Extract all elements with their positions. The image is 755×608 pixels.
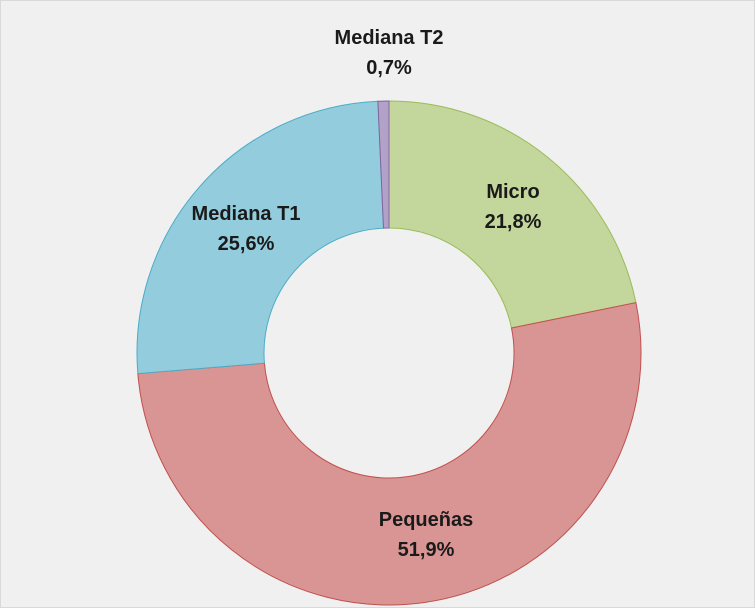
slice-label: Mediana T2 0,7% [334,23,444,83]
slice-label: Pequeñas 51,9% [371,505,481,565]
value-label: 51,9% [397,539,455,561]
slice-label: Micro 21,8% [463,177,563,237]
value-label: 0,7% [366,57,412,79]
category-label: Mediana T2 [334,27,444,49]
value-label: 25,6% [217,233,275,255]
donut-slice [377,100,390,229]
donut-slice [136,100,385,375]
donut-slice [388,100,637,329]
donut-slice [137,302,642,606]
value-label: 21,8% [484,211,542,233]
slice-label: Mediana T1 25,6% [191,199,301,259]
category-label: Mediana T1 [191,203,301,225]
category-label: Pequeñas [378,509,474,531]
category-label: Micro [486,181,540,203]
